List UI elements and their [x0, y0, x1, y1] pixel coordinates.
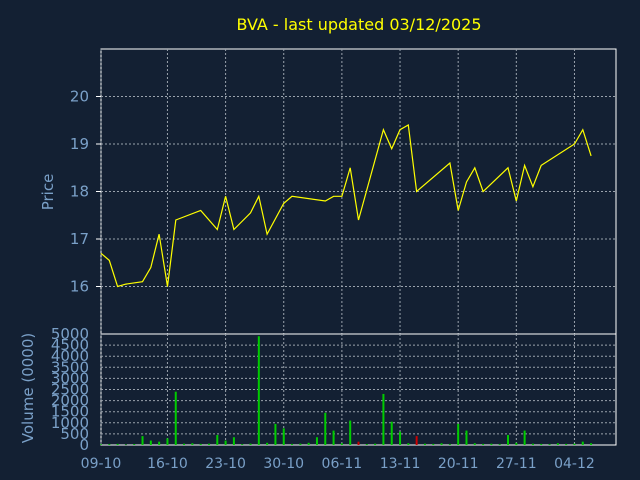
volume-bar	[515, 442, 518, 445]
price-tick-label: 18	[70, 183, 89, 201]
volume-tick-label: 5000	[51, 325, 89, 343]
volume-bar	[124, 444, 127, 446]
volume-bar	[490, 443, 493, 445]
x-tick-label: 09-10	[81, 456, 122, 472]
volume-bar	[282, 428, 285, 445]
volume-bar	[183, 443, 186, 445]
price-axis-label: Price	[39, 174, 57, 211]
x-tick-label: 27-11	[496, 456, 537, 472]
volume-bar	[581, 441, 584, 445]
volume-bar	[432, 443, 435, 445]
volume-bar	[133, 444, 136, 445]
x-tick-label: 20-11	[438, 456, 479, 472]
volume-bar	[548, 444, 551, 445]
volume-bar	[291, 443, 294, 445]
x-tick-label: 30-10	[263, 456, 304, 472]
volume-bar	[315, 437, 318, 445]
volume-bar	[573, 443, 576, 445]
volume-bar	[224, 440, 227, 445]
volume-tick-label: 1500	[51, 403, 89, 421]
volume-tick-label: 4000	[51, 347, 89, 365]
volume-bar	[241, 444, 244, 445]
volume-tick-label: 3000	[51, 369, 89, 387]
volume-bar	[565, 443, 568, 445]
price-tick-label: 19	[70, 135, 89, 153]
volume-bar	[249, 443, 252, 445]
volume-bar	[257, 336, 260, 445]
volume-bar	[232, 437, 235, 445]
volume-bar	[448, 444, 451, 445]
volume-bar	[141, 436, 144, 445]
volume-bar	[531, 443, 534, 445]
volume-bar	[274, 423, 277, 445]
volume-bar	[166, 438, 169, 445]
volume-bar	[498, 444, 501, 445]
volume-bar	[382, 393, 385, 445]
volume-bar	[191, 443, 194, 445]
volume-bar	[357, 441, 360, 445]
volume-bar	[207, 443, 210, 445]
volume-bar	[307, 442, 310, 445]
volume-tick-label: 500	[60, 425, 89, 443]
volume-bar	[266, 442, 269, 445]
volume-bar	[423, 443, 426, 445]
volume-tick-label: 3500	[51, 358, 89, 376]
volume-bar	[390, 421, 393, 445]
price-tick-label: 17	[70, 230, 89, 248]
volume-bar	[149, 440, 152, 445]
volume-bar	[457, 423, 460, 445]
x-tick-label: 23-10	[205, 456, 246, 472]
volume-bar	[100, 444, 102, 445]
volume-tick-label: 4500	[51, 336, 89, 354]
volume-bar	[540, 443, 543, 445]
x-tick-label: 04-12	[554, 456, 595, 472]
volume-bar	[216, 435, 219, 445]
volume-bar	[349, 420, 352, 445]
volume-bar	[199, 443, 202, 445]
price-tick-label: 20	[70, 88, 89, 106]
price-line	[100, 124, 592, 288]
price-panel: 16 17 18 19 20	[70, 48, 617, 335]
volume-bar	[299, 443, 302, 445]
volume-bar	[108, 444, 111, 445]
x-tick-label: 13-11	[380, 456, 421, 472]
chart-title: BVA - last updated 03/12/2025	[236, 15, 481, 34]
volume-bar	[507, 435, 510, 445]
volume-bar	[473, 443, 476, 445]
volume-bar	[590, 443, 593, 445]
volume-tick-label: 0	[79, 436, 89, 454]
x-tick-label: 06-11	[322, 456, 363, 472]
volume-bar	[465, 430, 468, 445]
volume-bar	[116, 443, 119, 445]
volume-bar	[407, 443, 410, 445]
volume-bar	[440, 443, 443, 445]
volume-bar	[374, 443, 377, 445]
volume-bar	[399, 431, 402, 445]
price-tick-label: 16	[70, 278, 89, 296]
volume-bar	[324, 412, 327, 445]
volume-tick-label: 1000	[51, 414, 89, 432]
volume-bar	[523, 430, 526, 445]
volume-tick-label: 2500	[51, 381, 89, 399]
x-tick-label: 16-10	[147, 456, 188, 472]
volume-panel: 09-10 16-10 23-10 30-10 06-11 13-11 20-11 27-11…	[51, 325, 617, 472]
volume-bar	[415, 436, 418, 445]
volume-bar	[174, 391, 177, 445]
volume-bar	[340, 443, 343, 445]
volume-bar	[158, 441, 161, 445]
volume-bar	[556, 443, 559, 445]
volume-tick-label: 2000	[51, 392, 89, 410]
volume-axis-label: Volume (0000)	[19, 333, 37, 443]
volume-bar	[365, 444, 368, 445]
volume-bar	[332, 430, 335, 445]
volume-bar	[482, 443, 485, 445]
